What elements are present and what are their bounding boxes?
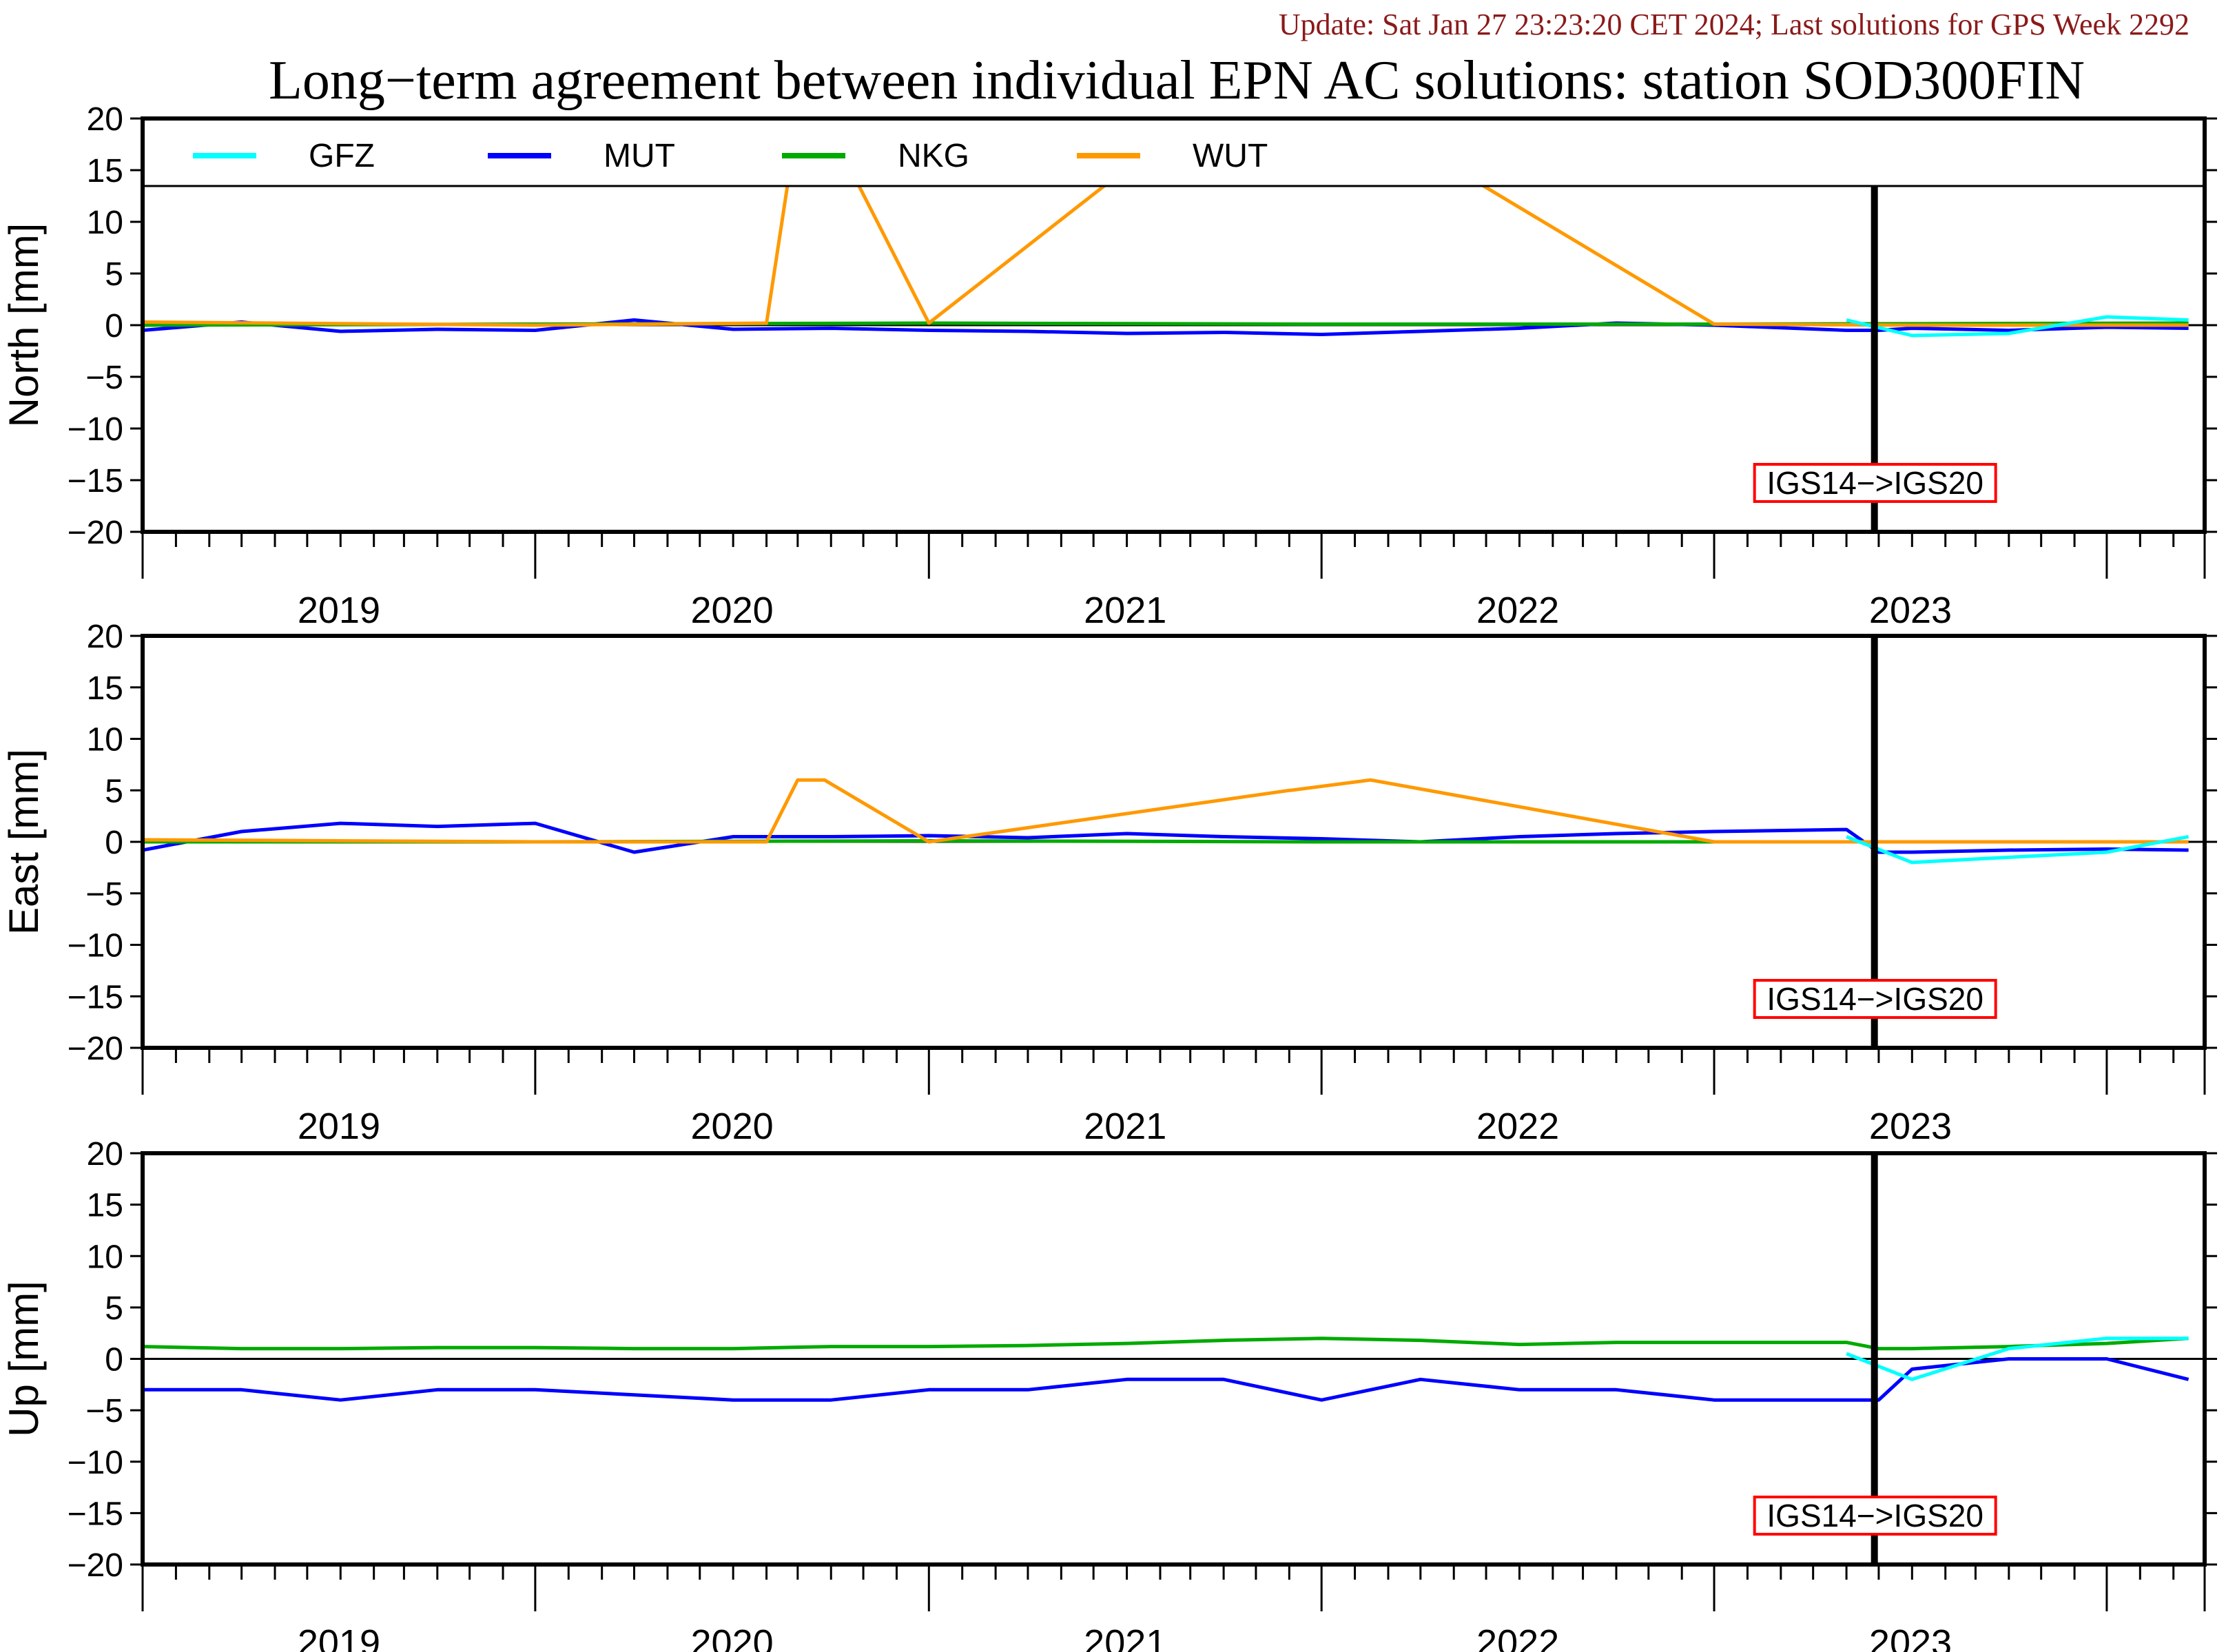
legend-label-mut: MUT — [604, 138, 675, 174]
panel-2-frame-change-box — [1753, 979, 1997, 1019]
panel-1-frame — [141, 116, 2207, 534]
panel-1-year-label: 2020 — [691, 590, 774, 631]
panel-2-ytick-label: −10 — [68, 928, 123, 964]
panel-3-ylabel: Up [mm] — [1, 1281, 47, 1437]
panel-3-ytick-label: 15 — [87, 1188, 123, 1224]
panel-3-year-label: 2020 — [691, 1622, 774, 1652]
panel-2-frame — [141, 634, 2207, 1050]
panel-3-year-label: 2019 — [298, 1622, 380, 1652]
panel-1-ytick-label: −5 — [85, 360, 123, 396]
panel-3-year-label: 2022 — [1476, 1622, 1559, 1652]
panel-2-year-label: 2022 — [1476, 1106, 1559, 1147]
panel-2-ytick-label: 0 — [105, 825, 123, 861]
panel-2-ytick-label: −20 — [68, 1031, 123, 1067]
panel-3-series-gfz — [1846, 1336, 2189, 1381]
panel-3-ytick-label: −15 — [68, 1496, 123, 1532]
panel-1-frame-change-box — [1753, 463, 1997, 503]
panel-1-ytick-label: 15 — [87, 153, 123, 189]
chart-title: Long−term agreement between individual E… — [269, 50, 2085, 111]
panel-3-series-nkg — [143, 1336, 2189, 1351]
panel-1-year-label: 2021 — [1084, 590, 1166, 631]
panel-2-ytick-label: −5 — [85, 876, 123, 913]
panel-3-year-label: 2021 — [1084, 1622, 1166, 1652]
panel-1-ytick-label: −10 — [68, 411, 123, 448]
panel-3-frame-change-box — [1753, 1496, 1997, 1536]
panel-3-frame — [141, 1151, 2207, 1567]
panel-1-ylabel: North [mm] — [1, 223, 47, 428]
panel-2-series-gfz — [1846, 835, 2189, 865]
panel-3-series-mut — [143, 1357, 2189, 1402]
panel-1-ytick-label: 5 — [105, 256, 123, 293]
legend-label-nkg: NKG — [898, 138, 969, 174]
panel-1-ytick-label: −20 — [68, 515, 123, 551]
update-text: Update: Sat Jan 27 23:23:20 CET 2024; La… — [1279, 8, 2189, 41]
panel-1-frame-change-label: IGS14−>IGS20 — [1766, 465, 1983, 501]
panel-1-year-label: 2022 — [1476, 590, 1559, 631]
panel-2-ytick-label: 10 — [87, 722, 123, 758]
panel-1-ytick-label: 0 — [105, 308, 123, 344]
legend-label-wut: WUT — [1193, 138, 1268, 174]
panel-1-year-label: 2023 — [1869, 590, 1952, 631]
panel-2-ytick-label: 15 — [87, 670, 123, 707]
panel-2-year-label: 2021 — [1084, 1106, 1166, 1147]
panel-2-ylabel: East [mm] — [1, 749, 47, 935]
panel-2-year-label: 2019 — [298, 1106, 380, 1147]
panel-3-ytick-label: 5 — [105, 1290, 123, 1327]
panel-3-ytick-label: −5 — [85, 1393, 123, 1429]
legend-label-gfz: GFZ — [309, 138, 375, 174]
panel-3-ytick-label: −20 — [68, 1547, 123, 1584]
panel-1-year-label: 2019 — [298, 590, 380, 631]
panel-2-ytick-label: −15 — [68, 979, 123, 1015]
panel-3-ytick-label: 0 — [105, 1342, 123, 1379]
panel-2-year-label: 2023 — [1869, 1106, 1952, 1147]
panel-1-series-wut — [143, 186, 2189, 327]
panel-1-ytick-label: 10 — [87, 205, 123, 241]
panel-2-year-label: 2020 — [691, 1106, 774, 1147]
panel-2-ytick-label: 5 — [105, 773, 123, 809]
panel-3-ytick-label: −10 — [68, 1445, 123, 1481]
panel-3-ytick-label: 10 — [87, 1239, 123, 1275]
panel-1-series-gfz — [1846, 315, 2189, 338]
panel-2-series-mut — [143, 821, 2189, 854]
panel-1-ytick-label: −15 — [68, 463, 123, 499]
panel-1-ytick-label: 20 — [87, 101, 123, 138]
panel-3-ytick-label: 20 — [87, 1136, 123, 1173]
panel-2-series-wut — [143, 778, 2189, 844]
panel-2-ytick-label: 20 — [87, 619, 123, 655]
panel-3-frame-change-label: IGS14−>IGS20 — [1766, 1498, 1983, 1534]
panel-3-year-label: 2023 — [1869, 1622, 1952, 1652]
panel-2-frame-change-label: IGS14−>IGS20 — [1766, 981, 1983, 1017]
